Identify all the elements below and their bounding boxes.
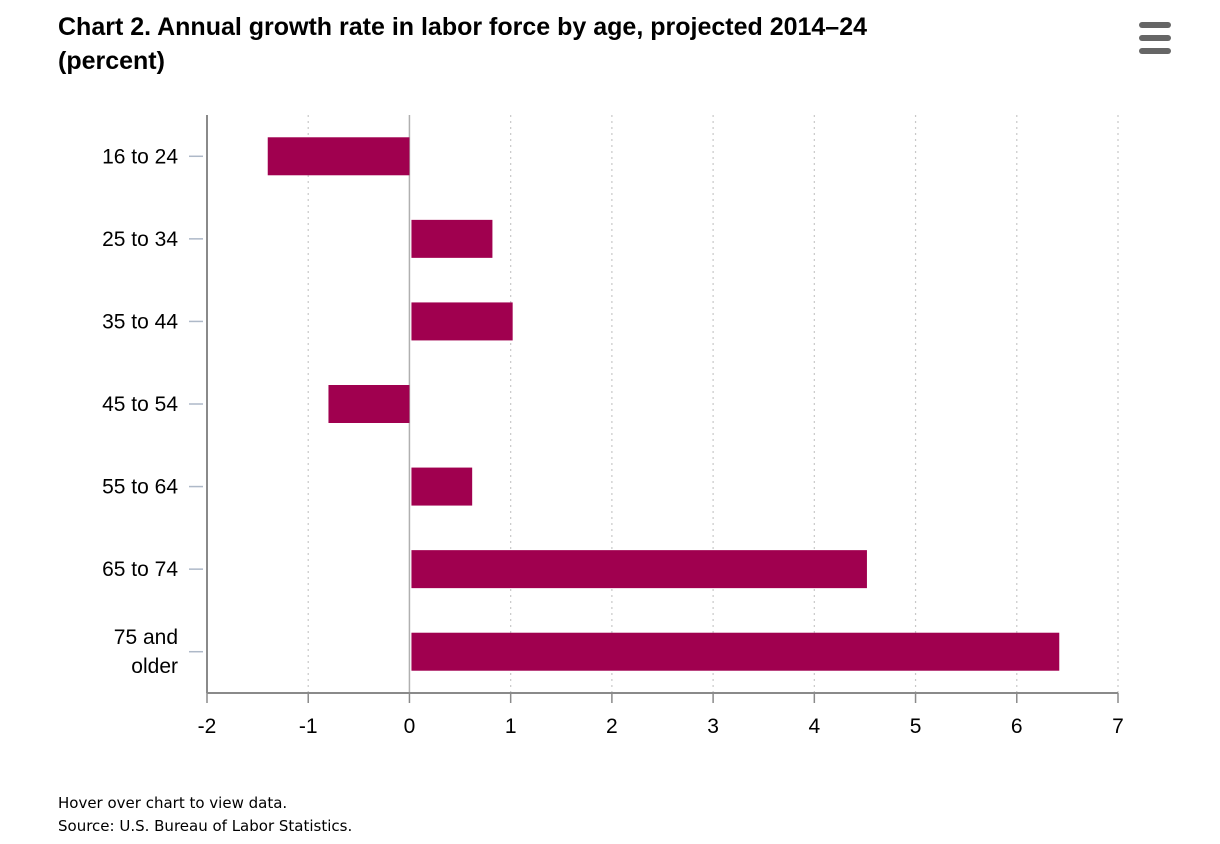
x-tick-label: 1 <box>505 715 517 738</box>
bar <box>328 385 410 423</box>
bar <box>411 632 1060 671</box>
x-tick-label: -2 <box>198 715 217 738</box>
x-tick-label: 0 <box>404 715 416 738</box>
chart-title: Chart 2. Annual growth rate in labor for… <box>58 10 1058 78</box>
x-tick-label: 5 <box>910 715 922 738</box>
category-label: 75 and <box>114 626 178 649</box>
x-tick-label: 7 <box>1112 715 1124 738</box>
category-label: 35 to 44 <box>102 310 178 333</box>
menu-bar-top <box>1139 22 1171 28</box>
chart-title-line2: (percent) <box>58 47 165 75</box>
category-label: 45 to 54 <box>102 393 178 416</box>
x-tick-label: 6 <box>1011 715 1023 738</box>
category-label: 55 to 64 <box>102 476 178 499</box>
hover-note: Hover over chart to view data. <box>58 794 288 812</box>
chart-footer: Hover over chart to view data. Source: U… <box>58 792 352 838</box>
bar <box>411 219 493 258</box>
category-label: 65 to 74 <box>102 558 178 581</box>
x-tick-label: 4 <box>808 715 820 738</box>
x-tick-label: 3 <box>707 715 719 738</box>
category-label: 25 to 34 <box>102 228 178 251</box>
menu-bar-middle <box>1139 35 1171 41</box>
x-tick-label: -1 <box>299 715 318 738</box>
x-tick-label: 2 <box>606 715 618 738</box>
hamburger-menu-icon[interactable] <box>1136 20 1174 56</box>
bar <box>411 550 867 589</box>
chart-title-line1: Chart 2. Annual growth rate in labor for… <box>58 13 868 41</box>
bar-chart[interactable]: -2 -1 0 1 2 3 4 5 6 7 16 to 24 25 to 34 35 to 44 45 t… <box>0 0 1220 780</box>
category-label: older <box>131 655 178 678</box>
category-label: 16 to 24 <box>102 145 178 168</box>
bar <box>267 137 410 176</box>
menu-bar-bottom <box>1139 48 1171 54</box>
bar <box>411 302 513 341</box>
source-note: Source: U.S. Bureau of Labor Statistics. <box>58 817 353 835</box>
bar <box>411 467 473 506</box>
